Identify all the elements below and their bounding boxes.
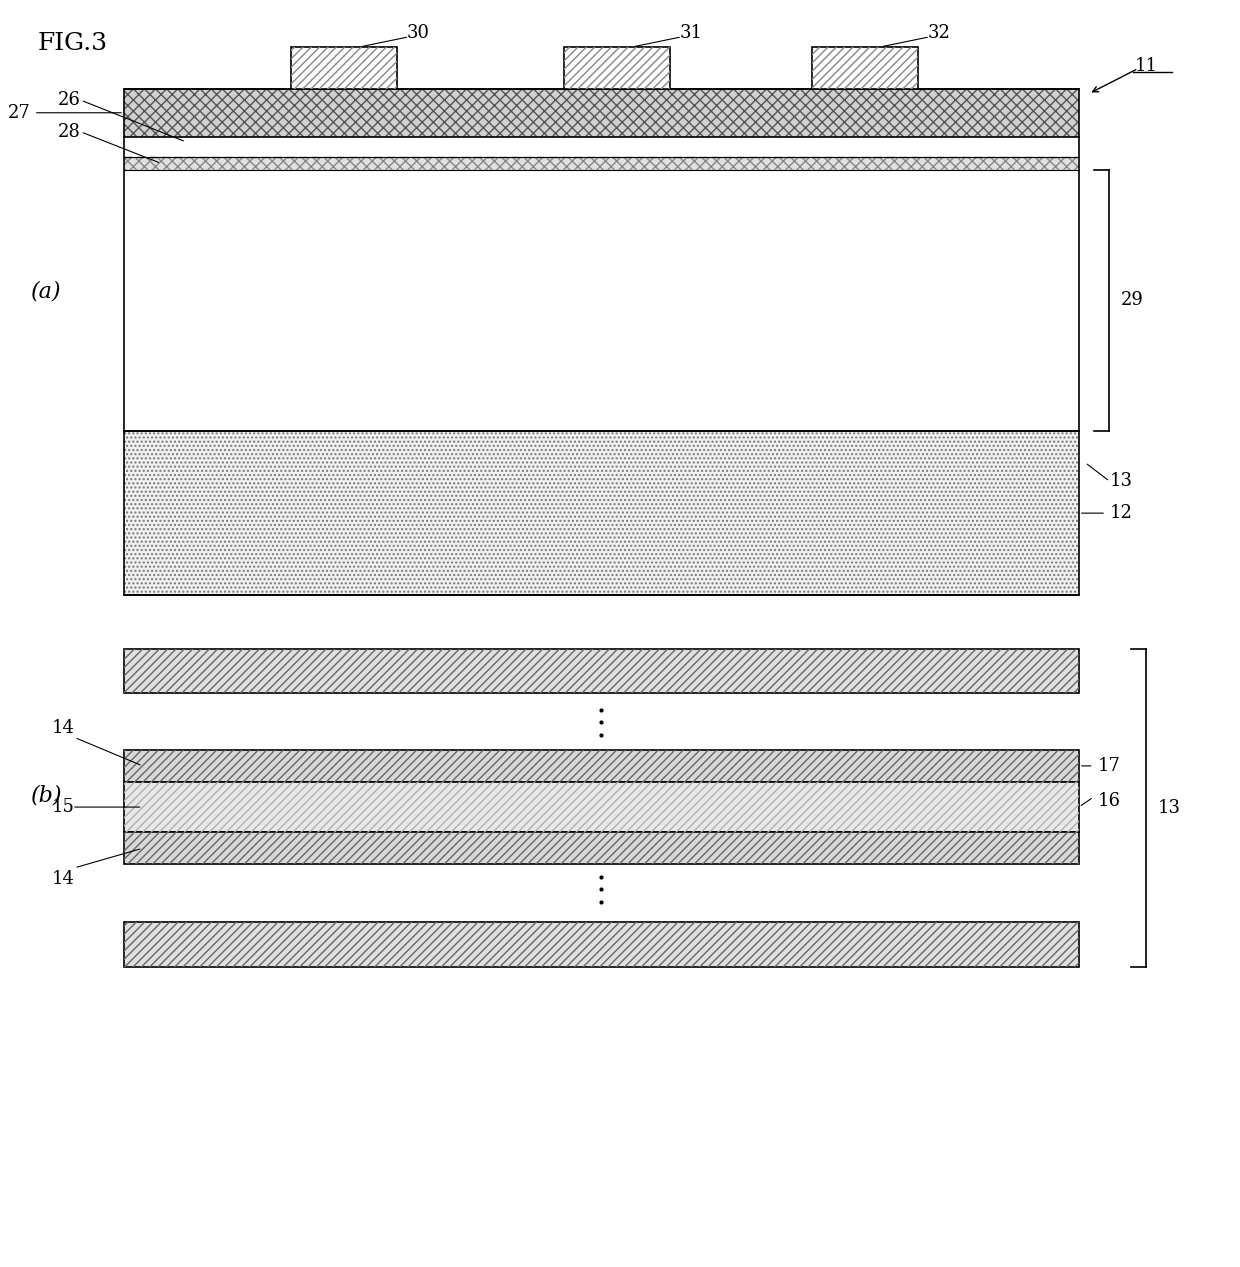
Bar (124, 832, 1079, 864)
Bar (124, 431, 1079, 595)
Text: 29: 29 (1121, 291, 1143, 309)
Bar (124, 89, 1079, 595)
Bar (564, 47, 670, 89)
Text: 12: 12 (1110, 504, 1132, 522)
Text: (b): (b) (31, 784, 62, 806)
Text: 32: 32 (928, 24, 950, 42)
Text: 28: 28 (58, 123, 81, 141)
Bar (124, 782, 1079, 832)
Text: (a): (a) (31, 280, 62, 303)
Text: 14: 14 (52, 720, 74, 737)
Bar (124, 157, 1079, 170)
Bar (291, 47, 397, 89)
Bar (124, 922, 1079, 967)
Bar (124, 431, 1079, 595)
Bar (124, 89, 1079, 137)
Bar (124, 922, 1079, 967)
Bar (564, 47, 670, 89)
Bar (124, 170, 1079, 431)
Bar (124, 782, 1079, 832)
Text: 27: 27 (9, 104, 122, 122)
Text: 14: 14 (52, 870, 74, 888)
Bar (124, 750, 1079, 782)
Bar (124, 89, 1079, 137)
Bar (124, 750, 1079, 782)
Bar (124, 649, 1079, 693)
Text: FIG.3: FIG.3 (37, 32, 108, 54)
Bar (812, 47, 918, 89)
Text: 13: 13 (1110, 473, 1133, 490)
Bar (124, 832, 1079, 864)
Bar (812, 47, 918, 89)
Bar (124, 157, 1079, 170)
Text: 17: 17 (1097, 756, 1120, 775)
Text: 30: 30 (407, 24, 430, 42)
Bar (124, 649, 1079, 693)
Bar (291, 47, 397, 89)
Text: 26: 26 (58, 91, 81, 109)
Text: 11: 11 (1135, 57, 1158, 75)
Text: 15: 15 (52, 798, 74, 816)
Text: 16: 16 (1097, 792, 1121, 810)
Text: 13: 13 (1158, 798, 1182, 817)
Text: 31: 31 (680, 24, 703, 42)
